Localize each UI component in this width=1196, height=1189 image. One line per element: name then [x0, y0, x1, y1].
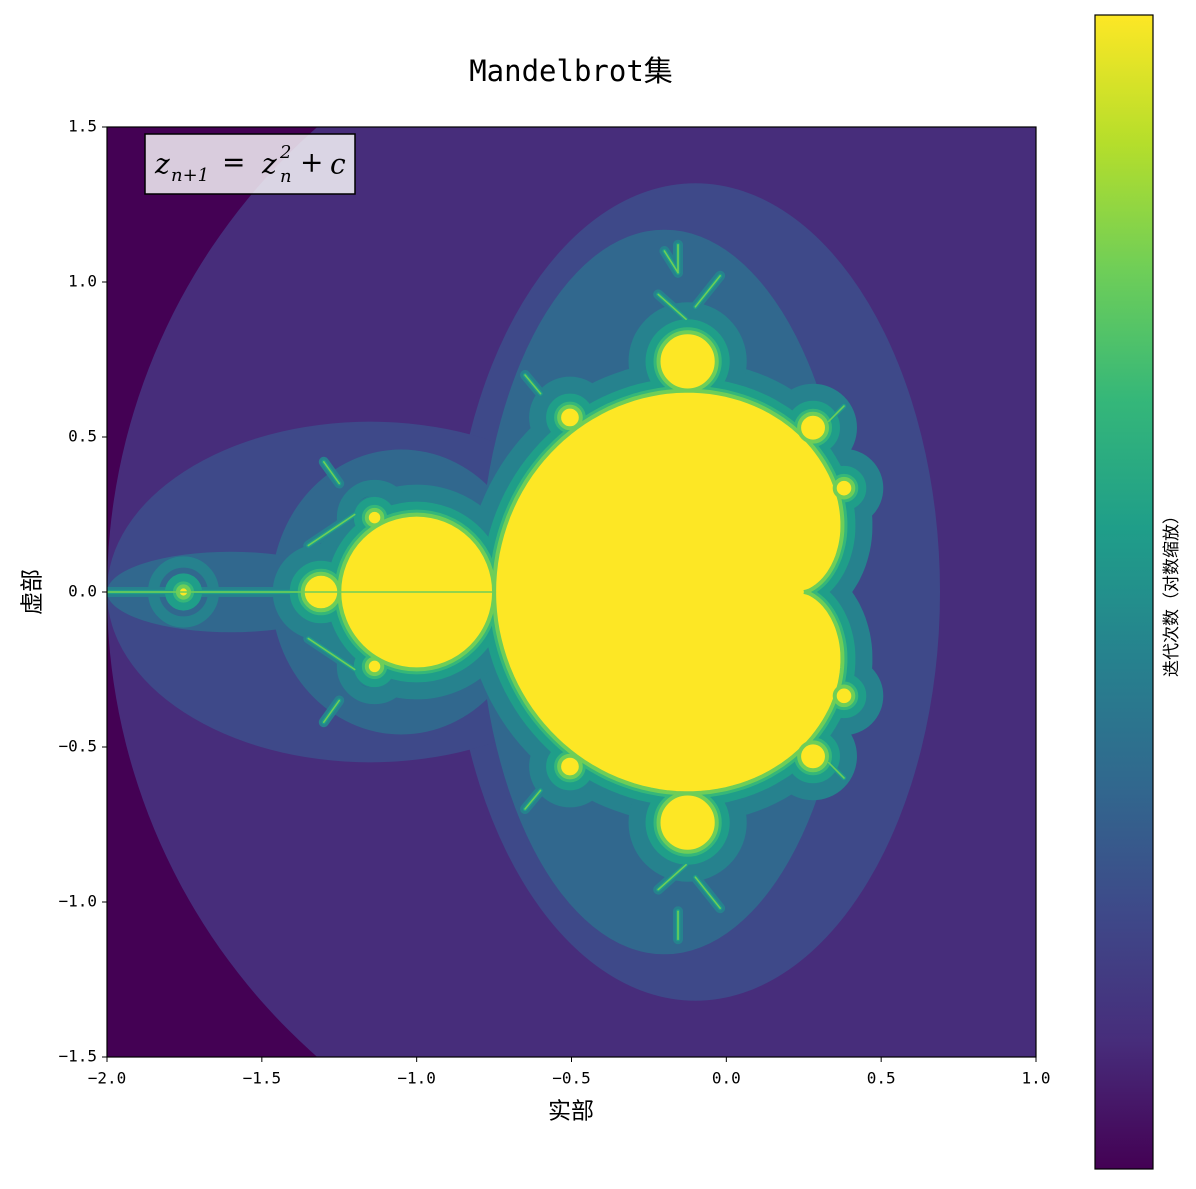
set-filament	[323, 461, 340, 485]
set	[557, 753, 583, 780]
y-tick-label: 1.0	[68, 272, 97, 291]
colorbar	[1094, 14, 1154, 1170]
set	[557, 404, 583, 431]
formula-part: 2	[279, 142, 291, 163]
set-filament	[827, 405, 845, 423]
y-tick-label: 0.0	[68, 582, 97, 601]
formula-part: n	[280, 166, 292, 187]
formula-part: n+1	[171, 165, 209, 186]
set-filament	[657, 293, 687, 320]
set-filament	[307, 637, 356, 671]
formula-box	[144, 133, 356, 195]
formula-part: z	[154, 148, 170, 181]
set	[797, 411, 829, 444]
formula: z n+1 = z 2n + c	[154, 142, 346, 187]
set	[364, 507, 385, 528]
x-tick-label: −1.0	[397, 1069, 436, 1088]
chart-title: Mandelbrot集	[469, 54, 673, 88]
y-tick-label: −0.5	[58, 737, 97, 756]
set	[364, 656, 385, 677]
set-filament	[827, 761, 845, 779]
formula-part: =	[222, 146, 245, 179]
set-filament	[524, 789, 542, 810]
set	[656, 330, 719, 393]
image	[107, 127, 1036, 1057]
y-axis-label: 虚部	[20, 569, 46, 615]
y-tick-label: −1.5	[58, 1047, 97, 1066]
set	[832, 684, 856, 708]
y-tick-label: 0.5	[68, 427, 97, 446]
set-filament	[307, 513, 356, 547]
set-filament	[663, 250, 679, 274]
formula-part: +	[300, 146, 323, 179]
set-filament	[657, 864, 687, 891]
set-filament	[694, 876, 721, 909]
x-axis-label: 实部	[548, 1099, 594, 1125]
x-tick-label: −0.5	[552, 1069, 591, 1088]
x-tick-label: 0.0	[712, 1069, 741, 1088]
set-filament	[694, 275, 721, 308]
set	[797, 740, 829, 773]
formula-part: z	[261, 148, 277, 181]
formula-part: c	[330, 148, 346, 181]
x-tick-label: −2.0	[88, 1069, 127, 1088]
x-tick-label: 1.0	[1022, 1069, 1051, 1088]
set-filament	[323, 699, 340, 723]
set	[832, 476, 856, 500]
y-tick-label: −1.0	[58, 892, 97, 911]
y-tick-label: 1.5	[68, 117, 97, 136]
set-filament	[524, 374, 542, 395]
colorbar-label: 迭代次数（对数缩放）	[1162, 507, 1182, 677]
x-tick-label: −1.5	[243, 1069, 282, 1088]
x-tick-label: 0.5	[867, 1069, 896, 1088]
set	[656, 791, 719, 854]
